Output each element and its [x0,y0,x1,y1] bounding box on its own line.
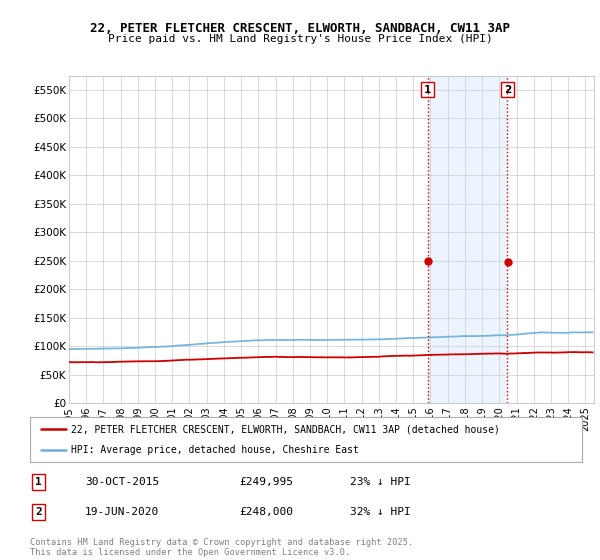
Text: £249,995: £249,995 [240,477,294,487]
Text: 2: 2 [35,507,41,517]
Text: £248,000: £248,000 [240,507,294,517]
Text: 1: 1 [424,85,431,95]
Text: 1: 1 [35,477,41,487]
Text: 30-OCT-2015: 30-OCT-2015 [85,477,160,487]
Text: 19-JUN-2020: 19-JUN-2020 [85,507,160,517]
Bar [428,76,508,403]
Text: 22, PETER FLETCHER CRESCENT, ELWORTH, SANDBACH, CW11 3AP: 22, PETER FLETCHER CRESCENT, ELWORTH, SA… [90,22,510,35]
Text: Price paid vs. HM Land Registry's House Price Index (HPI): Price paid vs. HM Land Registry's House … [107,34,493,44]
Text: 32% ↓ HPI: 32% ↓ HPI [350,507,411,517]
Text: HPI: Average price, detached house, Cheshire East: HPI: Average price, detached house, Ches… [71,445,359,455]
Text: 2: 2 [504,85,511,95]
Point [423,256,433,265]
Text: Contains HM Land Registry data © Crown copyright and database right 2025.
This d: Contains HM Land Registry data © Crown c… [30,538,413,557]
Text: 22, PETER FLETCHER CRESCENT, ELWORTH, SANDBACH, CW11 3AP (detached house): 22, PETER FLETCHER CRESCENT, ELWORTH, SA… [71,424,500,435]
Text: 23% ↓ HPI: 23% ↓ HPI [350,477,411,487]
Point [503,258,513,267]
